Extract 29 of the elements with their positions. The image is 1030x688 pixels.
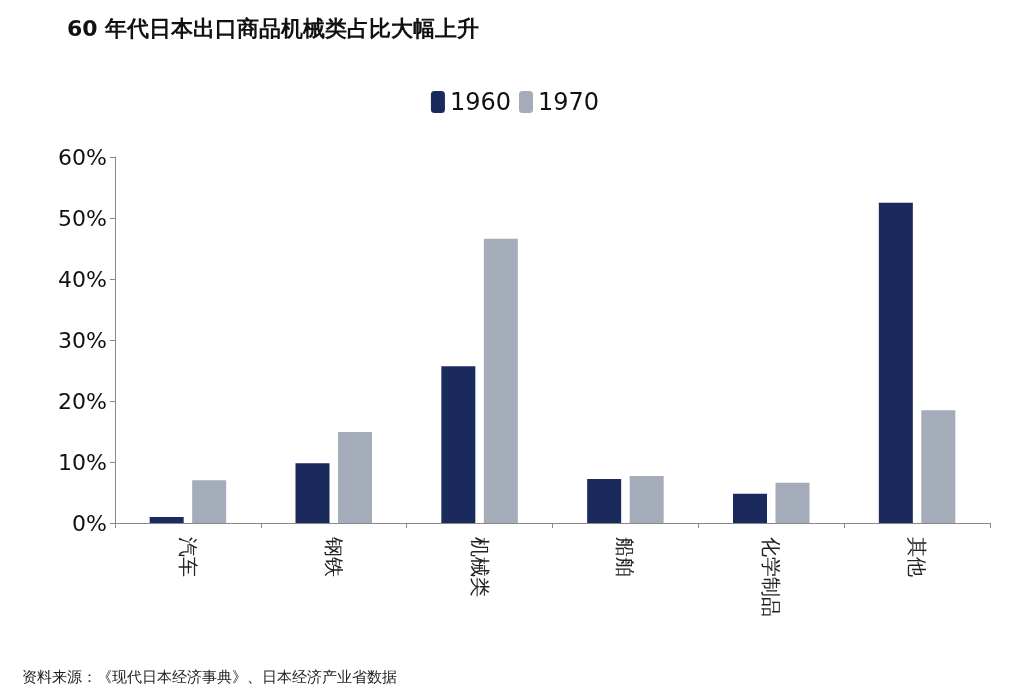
bar — [295, 463, 330, 523]
bar — [775, 482, 810, 523]
bar — [483, 238, 518, 523]
y-tick-label: 50% — [58, 205, 107, 231]
x-tick-label: 机械类 — [467, 537, 492, 597]
legend-label: 1960 — [449, 88, 511, 116]
y-tick-label: 10% — [58, 449, 107, 475]
y-tick-label: 60% — [58, 144, 107, 170]
y-tick-label: 30% — [58, 327, 107, 353]
legend-label: 1970 — [538, 88, 600, 116]
x-tick-label: 其他 — [905, 537, 930, 577]
text: 资料来源：《现代日本经济事典》、日本经济产业省数据 — [22, 667, 397, 686]
y-tick-label: 20% — [58, 388, 107, 414]
y-tick-label: 40% — [58, 266, 107, 292]
x-tick-label: 汽车 — [175, 537, 200, 577]
x-tick-label: 化学制品 — [759, 537, 784, 617]
y-tick-label: 0% — [72, 510, 107, 536]
bar — [878, 202, 913, 523]
bar — [192, 480, 227, 523]
chart-title: 60 年代日本出口商品机械类占比大幅上升 — [67, 15, 480, 41]
bar — [587, 479, 622, 523]
x-tick-label: 钢铁 — [321, 536, 346, 577]
bar — [733, 493, 767, 523]
x-tick-label: 船舶 — [613, 537, 638, 577]
bar — [441, 366, 476, 523]
bar — [921, 410, 956, 523]
bar — [338, 432, 372, 523]
bar — [149, 516, 184, 523]
bar — [629, 476, 664, 523]
